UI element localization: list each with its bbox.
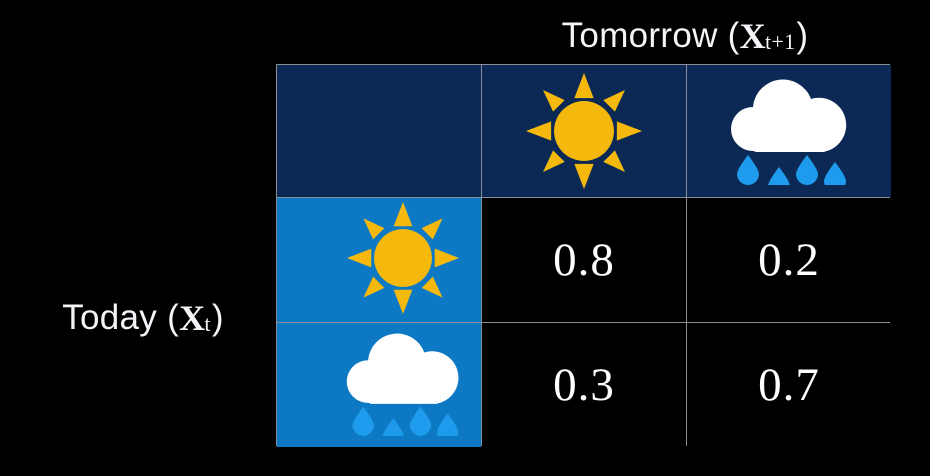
column-axis-variable: X bbox=[739, 16, 766, 56]
column-header-rainy bbox=[687, 65, 891, 197]
column-axis-title-prefix: Tomorrow ( bbox=[561, 16, 740, 55]
matrix-value: 0.3 bbox=[553, 359, 615, 411]
matrix-value: 0.7 bbox=[758, 359, 820, 411]
matrix-cell-rainy-rainy: 0.7 bbox=[687, 323, 891, 447]
row-axis-subscript: t bbox=[204, 311, 211, 336]
row-axis-title-suffix: ) bbox=[211, 298, 224, 337]
rain-cloud-icon bbox=[723, 77, 855, 197]
rain-cloud-icon bbox=[339, 331, 471, 447]
matrix-corner-cell bbox=[277, 65, 481, 197]
column-axis-title-suffix: ) bbox=[796, 16, 809, 55]
matrix-value: 0.2 bbox=[758, 234, 820, 286]
row-header-sunny bbox=[277, 198, 481, 322]
matrix-cell-rainy-sunny: 0.3 bbox=[482, 323, 686, 447]
matrix-value: 0.8 bbox=[553, 234, 615, 286]
row-header-rainy bbox=[277, 323, 481, 447]
sun-icon bbox=[526, 73, 642, 189]
column-axis-subscript: t+1 bbox=[764, 29, 796, 54]
transition-matrix-table: 0.8 0.2 bbox=[276, 64, 891, 447]
row-axis-title-prefix: Today ( bbox=[62, 298, 180, 337]
sun-icon bbox=[347, 202, 463, 318]
matrix-cell-sunny-rainy: 0.2 bbox=[687, 198, 891, 322]
matrix-cell-sunny-sunny: 0.8 bbox=[482, 198, 686, 322]
row-axis-variable: X bbox=[179, 298, 206, 338]
column-header-sunny bbox=[482, 65, 686, 197]
